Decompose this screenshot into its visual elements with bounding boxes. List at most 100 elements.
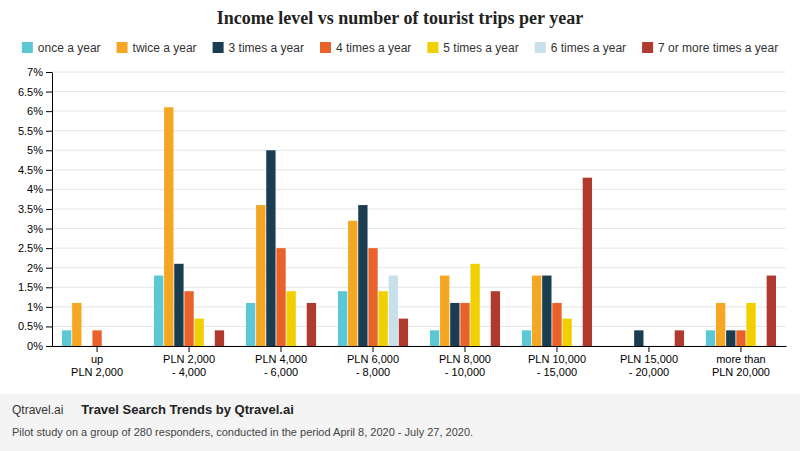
- bar: [562, 319, 571, 346]
- grid-line: [52, 228, 786, 229]
- legend-label: once a year: [38, 41, 101, 55]
- legend-item: 4 times a year: [320, 41, 411, 55]
- bar: [706, 330, 715, 346]
- y-tick-mark: [46, 131, 52, 132]
- y-tick: 6.5%: [18, 86, 52, 98]
- x-tick: PLN 15,000- 20,000: [620, 346, 678, 378]
- title: Income level vs number of tourist trips …: [217, 8, 583, 28]
- y-tick: 3%: [27, 223, 52, 235]
- bar: [726, 330, 735, 346]
- y-tick-label: 5%: [27, 144, 43, 156]
- x-tick-mark: [648, 346, 649, 352]
- y-tick-label: 3%: [27, 223, 43, 235]
- y-tick-mark: [46, 170, 52, 171]
- bar: [624, 346, 633, 347]
- legend: once a year twice a year 3 times a year 4 t…: [22, 41, 778, 55]
- legend-label: 5 times a year: [443, 41, 518, 55]
- legend-label: twice a year: [133, 41, 197, 55]
- y-tick-label: 6.5%: [18, 86, 43, 98]
- bar: [164, 107, 173, 346]
- bar: [675, 330, 684, 346]
- y-tick-mark: [46, 92, 52, 93]
- grid-line: [52, 209, 786, 210]
- y-tick-label: 7%: [27, 66, 43, 78]
- x-tick-label: PLN 6,000- 8,000: [347, 353, 399, 378]
- bar: [256, 205, 265, 346]
- grid-line: [52, 189, 786, 190]
- bar: [654, 346, 663, 347]
- grid-line: [52, 150, 786, 151]
- y-tick: 2.5%: [18, 242, 52, 254]
- y-tick-label: 0.5%: [18, 320, 43, 332]
- y-tick: 5%: [27, 144, 52, 156]
- x-tick-label: PLN 2,000- 4,000: [163, 353, 215, 378]
- y-axis: 0%0.5%1%1.5%2%2.5%3%3.5%4%4.5%5%5.5%6%6.…: [18, 66, 53, 352]
- grid-line: [52, 111, 786, 112]
- y-tick-mark: [46, 248, 52, 249]
- grid-line: [52, 248, 786, 249]
- legend-item: 7 or more times a year: [642, 41, 778, 55]
- y-tick-mark: [46, 150, 52, 151]
- y-tick: 7%: [27, 66, 52, 78]
- plot: 0%0.5%1%1.5%2%2.5%3%3.5%4%4.5%5%5.5%6%6.…: [18, 66, 787, 378]
- x-tick: more thanPLN 20,000: [712, 346, 770, 378]
- x-tick-mark: [373, 346, 374, 352]
- x-tick-mark: [189, 346, 190, 352]
- series: [174, 150, 735, 346]
- bar: [614, 346, 623, 347]
- legend-swatch: [427, 42, 438, 53]
- bar: [481, 346, 490, 347]
- x-tick: PLN 2,000- 4,000: [163, 346, 215, 378]
- legend-item: 5 times a year: [427, 41, 518, 55]
- x-tick-label: more thanPLN 20,000: [712, 353, 770, 378]
- bar: [123, 346, 132, 347]
- x-tick: PLN 8,000- 10,000: [439, 346, 491, 378]
- bar: [583, 178, 592, 346]
- y-tick-label: 0%: [27, 340, 43, 352]
- bar: [491, 291, 500, 346]
- bar: [399, 319, 408, 346]
- legend-swatch: [320, 42, 331, 53]
- bar: [460, 303, 469, 346]
- legend-swatch: [213, 42, 224, 53]
- bar: [470, 264, 479, 346]
- bar: [389, 276, 398, 346]
- grid-line: [52, 169, 786, 170]
- y-axis-line: [52, 73, 53, 347]
- y-tick: 1%: [27, 301, 52, 313]
- bar: [174, 264, 183, 346]
- x-tick-mark: [740, 346, 741, 352]
- y-tick: 2%: [27, 262, 52, 274]
- bar: [113, 346, 122, 347]
- x-tick-label: upPLN 2,000: [71, 353, 123, 378]
- bar: [92, 330, 101, 346]
- y-tick-mark: [46, 346, 52, 347]
- bar: [307, 303, 316, 346]
- series: [389, 276, 398, 346]
- x-axis: upPLN 2,000 PLN 2,000- 4,000 PLN 4,000- 6,…: [53, 346, 787, 378]
- legend-label: 4 times a year: [336, 41, 411, 55]
- y-tick: 5.5%: [18, 125, 52, 137]
- bar: [767, 276, 776, 346]
- chart: Income level vs number of tourist trips …: [0, 0, 800, 451]
- bar: [378, 291, 387, 346]
- y-tick: 0%: [27, 340, 52, 352]
- y-tick-label: 2.5%: [18, 242, 43, 254]
- x-tick: PLN 4,000- 6,000: [255, 346, 307, 378]
- y-tick: 1.5%: [18, 281, 52, 293]
- y-tick-label: 6%: [27, 105, 43, 117]
- bar: [82, 346, 91, 347]
- legend-item: 3 times a year: [213, 41, 304, 55]
- legend-label: 7 or more times a year: [658, 41, 778, 55]
- series: [215, 178, 776, 346]
- x-tick-label: PLN 4,000- 6,000: [255, 353, 307, 378]
- x-tick-label: PLN 15,000- 20,000: [620, 353, 678, 378]
- bar: [184, 291, 193, 346]
- bar: [430, 330, 439, 346]
- legend-swatch: [22, 42, 33, 53]
- y-tick: 4%: [27, 183, 52, 195]
- bar: [266, 150, 275, 346]
- bar: [215, 330, 224, 346]
- y-tick-mark: [46, 189, 52, 190]
- bar: [450, 303, 459, 346]
